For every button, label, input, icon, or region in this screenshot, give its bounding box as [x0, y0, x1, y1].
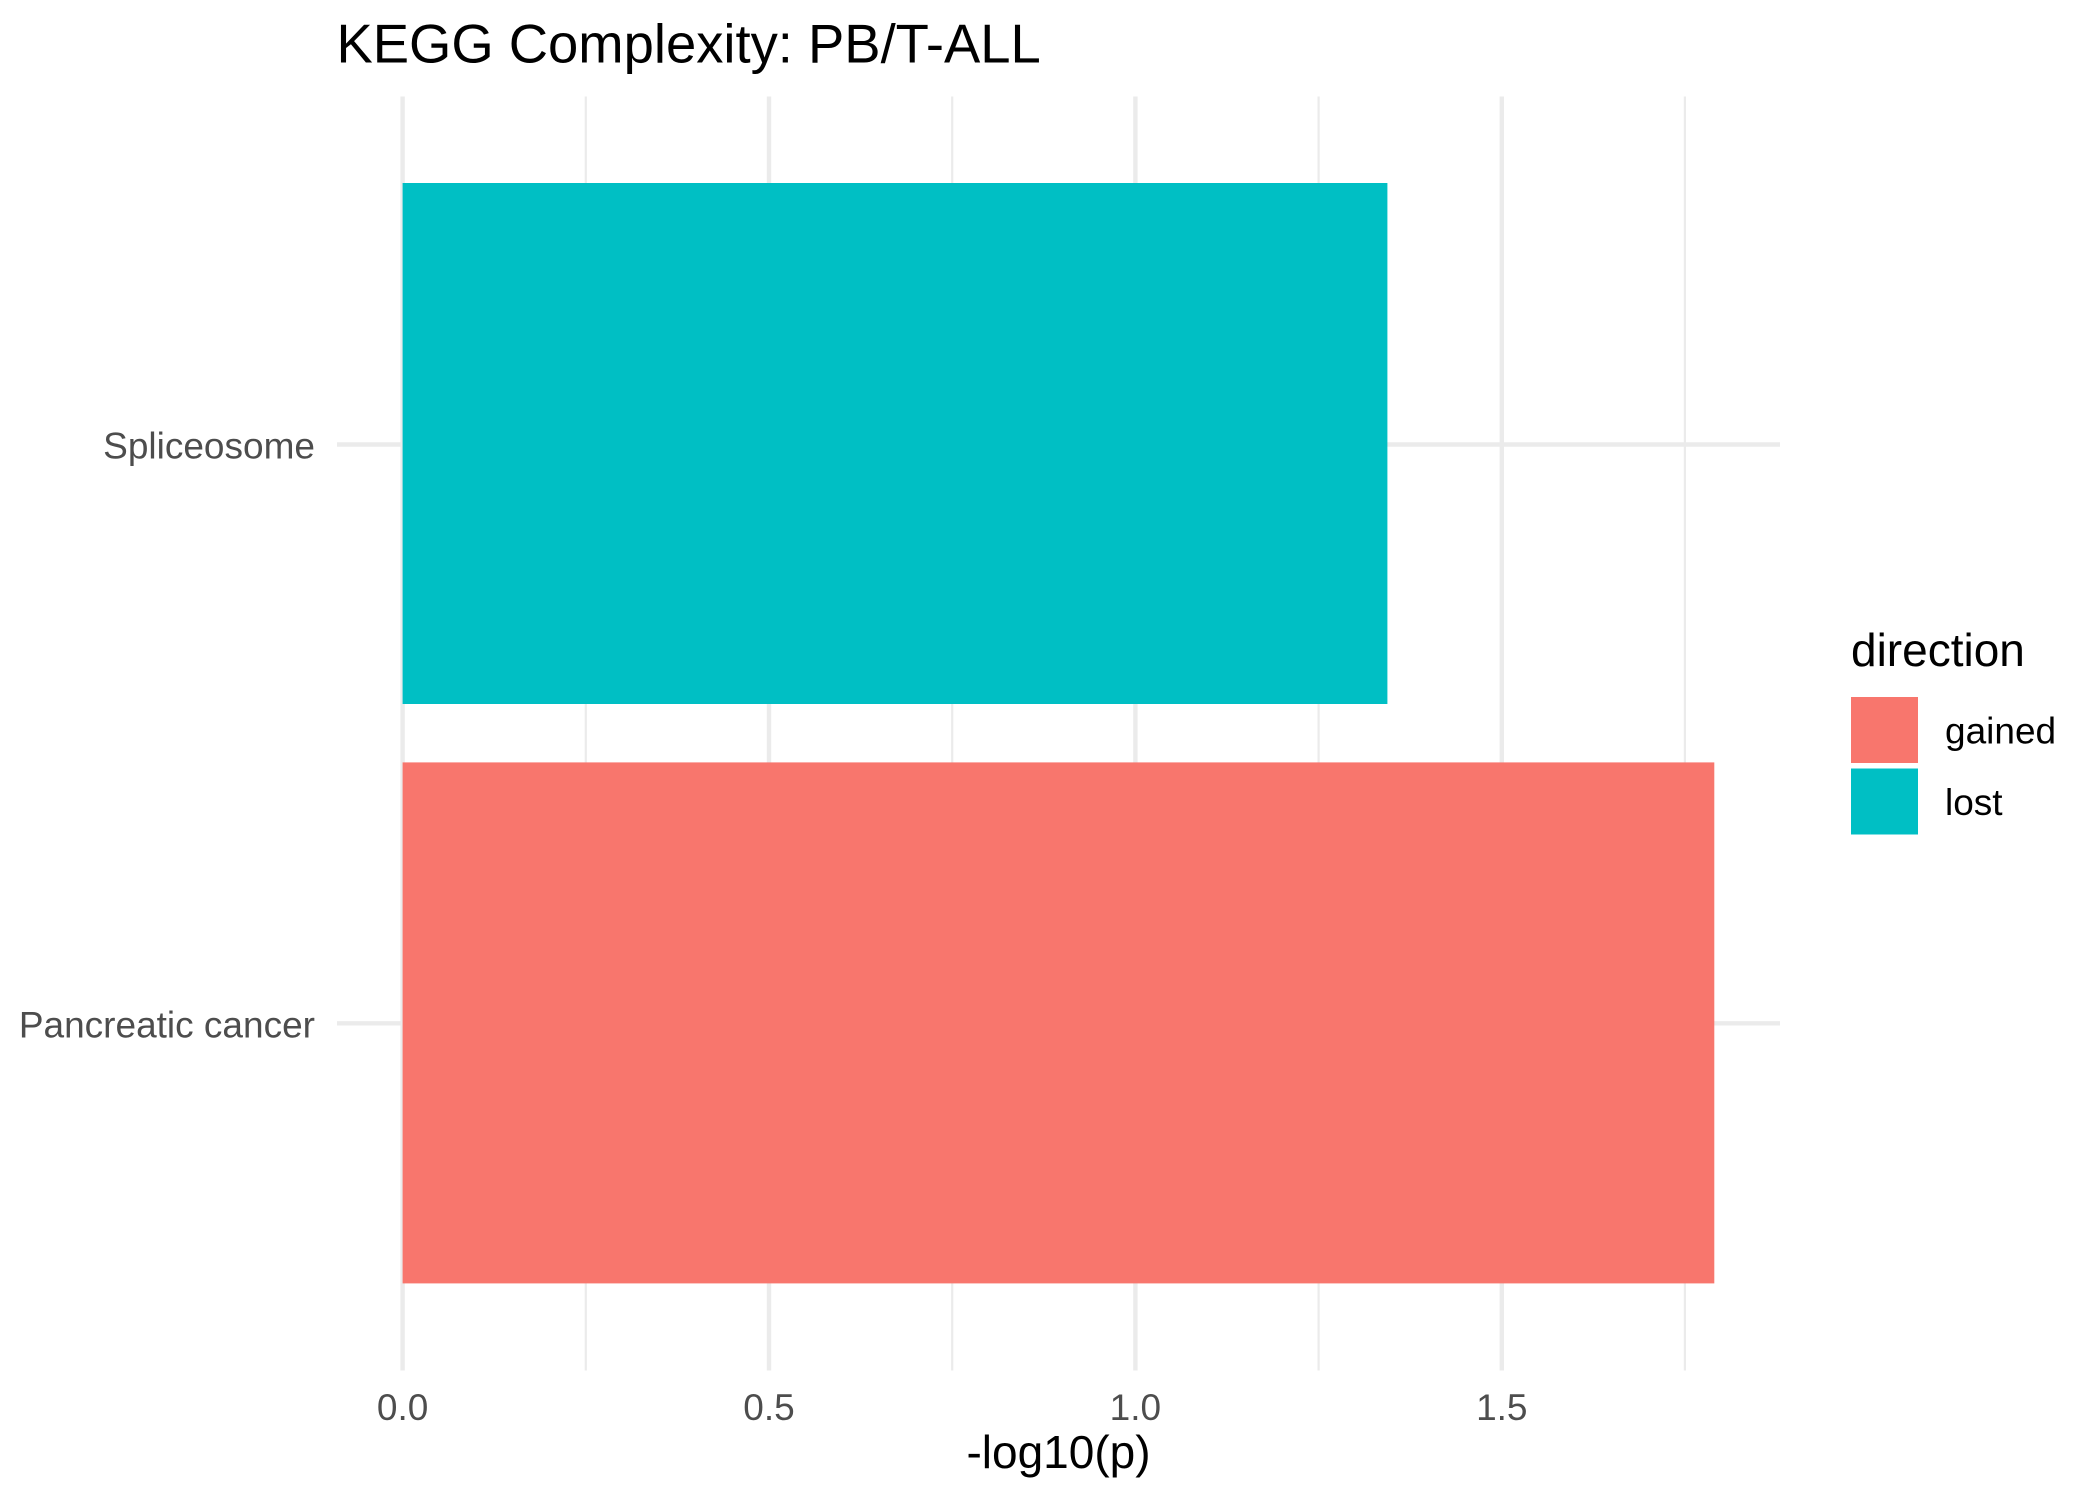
svg-text:0.5: 0.5 — [743, 1387, 794, 1428]
svg-text:Spliceosome: Spliceosome — [103, 426, 315, 467]
svg-text:direction: direction — [1851, 624, 2025, 676]
svg-text:-log10(p): -log10(p) — [966, 1426, 1150, 1478]
svg-text:Pancreatic cancer: Pancreatic cancer — [19, 1005, 315, 1046]
svg-text:0.0: 0.0 — [377, 1387, 428, 1428]
svg-text:gained: gained — [1945, 710, 2056, 751]
svg-text:KEGG Complexity: PB/T-ALL: KEGG Complexity: PB/T-ALL — [337, 14, 1041, 75]
svg-text:1.0: 1.0 — [1110, 1387, 1161, 1428]
svg-text:1.5: 1.5 — [1476, 1387, 1527, 1428]
svg-text:lost: lost — [1945, 782, 2003, 823]
